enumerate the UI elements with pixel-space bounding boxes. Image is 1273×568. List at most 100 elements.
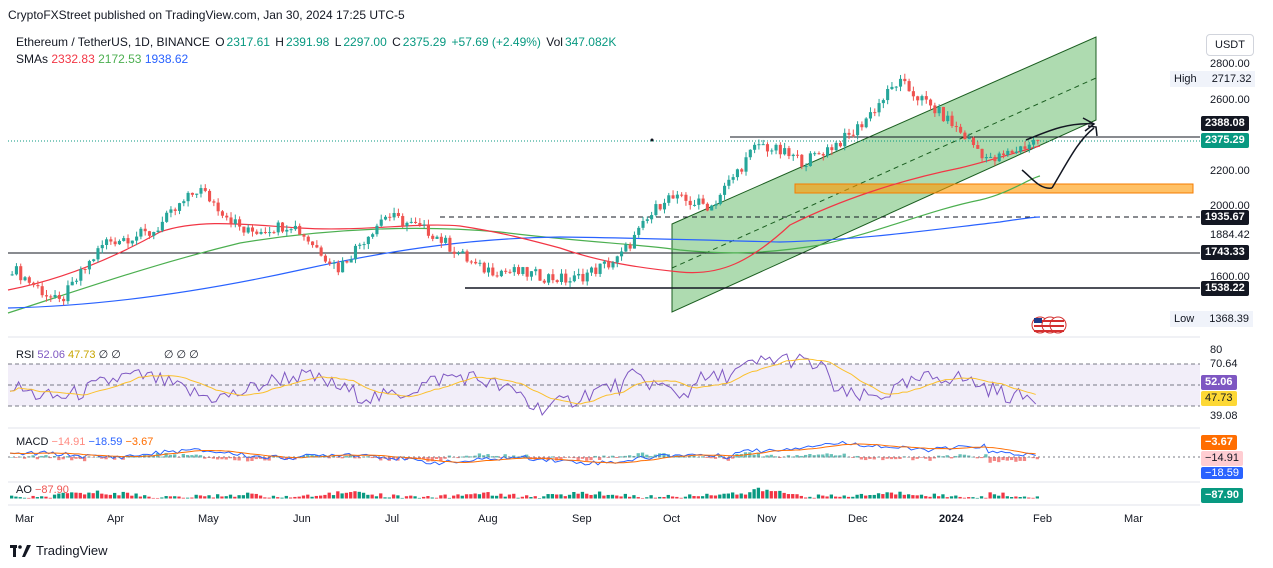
us-flag-icon[interactable]	[1031, 316, 1067, 334]
macd-bar	[22, 457, 27, 459]
ascending-channel[interactable]	[671, 36, 1097, 313]
candle-body	[74, 280, 79, 282]
ao-bar	[413, 496, 417, 499]
rsi-tick: 39.08	[1210, 410, 1238, 422]
level-tag-1538: 1538.22	[1201, 281, 1249, 296]
macd-bar	[851, 457, 855, 458]
candle-body	[740, 169, 744, 172]
ao-bar	[958, 496, 962, 499]
ao-bar	[469, 494, 473, 499]
candle-body	[542, 280, 546, 283]
ao-bar	[550, 494, 555, 499]
macd-bar	[988, 457, 992, 463]
candle-body	[851, 134, 855, 136]
ao-bar	[284, 495, 288, 499]
candle-body	[388, 216, 392, 218]
macd-bar	[443, 457, 447, 459]
candle-body	[379, 219, 383, 226]
x-tick: May	[198, 513, 219, 525]
ao-bar	[177, 496, 181, 499]
candle-body	[830, 147, 834, 151]
ao-bar	[1009, 497, 1014, 499]
ao-bar	[361, 492, 366, 499]
ao-label[interactable]: AO	[16, 484, 32, 496]
candle-body	[250, 227, 255, 232]
candle-body	[208, 190, 212, 202]
candle-body	[1027, 144, 1031, 149]
ao-bar	[22, 497, 27, 499]
ao-bar	[992, 494, 997, 499]
high-value: 2391.98	[285, 35, 330, 49]
ao-bar	[525, 495, 529, 499]
candle-body	[826, 147, 830, 156]
candle-body	[941, 106, 945, 122]
macd-bar	[640, 452, 645, 458]
ao-bar	[829, 494, 833, 499]
candle-body	[744, 157, 748, 172]
close-label: C	[392, 35, 401, 49]
candle-body	[130, 240, 134, 244]
candle-body	[422, 224, 426, 226]
candle-body	[57, 294, 61, 299]
candle-body	[564, 273, 568, 283]
macd-bar	[945, 455, 949, 458]
ao-bar	[537, 497, 542, 499]
ao-bar	[670, 496, 675, 499]
macd-bar	[610, 455, 615, 458]
candle-body	[426, 224, 430, 236]
sma-label[interactable]: SMAs	[16, 52, 49, 66]
candle-body	[504, 270, 508, 272]
macd-bar	[962, 454, 967, 458]
macd-bar	[44, 455, 48, 458]
rsi-legend: RSI 52.06 47.73 ∅ ∅ ∅ ∅ ∅	[16, 348, 199, 361]
macd-bar	[597, 457, 602, 460]
candle-body	[517, 267, 521, 274]
ao-bar	[379, 493, 383, 499]
ao-bar	[147, 496, 151, 499]
candle-body	[933, 105, 937, 114]
ao-bar	[117, 495, 121, 499]
tradingview-footer[interactable]: TradingView	[10, 543, 108, 558]
macd-bar	[439, 457, 443, 462]
ao-legend: AO −87.90	[16, 484, 69, 496]
rsi-label[interactable]: RSI	[16, 349, 35, 361]
ao-bar	[902, 494, 906, 499]
ao-bar	[533, 496, 537, 499]
macd-bar	[731, 457, 735, 459]
candle-body	[66, 285, 70, 302]
macd-bar	[589, 457, 593, 461]
ao-bar	[546, 494, 550, 499]
rsi-ma-value: 47.73	[68, 349, 96, 361]
ao-bar	[769, 491, 773, 499]
candle-body	[319, 247, 323, 256]
ao-bar	[439, 495, 443, 499]
ao-bar	[207, 495, 211, 499]
price-tick: 2600.00	[1210, 94, 1250, 106]
candle-body	[559, 273, 564, 282]
macd-bar	[808, 454, 812, 458]
candle-body	[341, 261, 345, 273]
ao-bar	[391, 494, 396, 499]
candle-body	[971, 137, 976, 146]
macd-bar	[563, 457, 567, 458]
candle-body	[362, 244, 366, 246]
sma-value-3: 1938.62	[144, 52, 189, 66]
symbol-name[interactable]: Ethereum / TetherUS, 1D, BINANCE	[16, 35, 210, 49]
candle-body	[624, 244, 628, 252]
ao-bar	[87, 492, 91, 499]
macd-bar	[168, 454, 173, 458]
ao-bar	[1014, 496, 1018, 499]
macd-label[interactable]: MACD	[16, 436, 49, 448]
candle-body	[229, 217, 233, 224]
candle-body	[984, 157, 988, 159]
ao-bar	[447, 497, 452, 499]
candle-body	[44, 295, 49, 297]
candle-body	[684, 194, 688, 201]
currency-button[interactable]: USDT	[1206, 34, 1254, 56]
ao-bar	[520, 496, 524, 499]
macd-bar	[95, 456, 100, 458]
support-zone[interactable]	[794, 183, 1194, 194]
ao-bar	[155, 497, 160, 499]
candle-series[interactable]	[10, 73, 1040, 306]
